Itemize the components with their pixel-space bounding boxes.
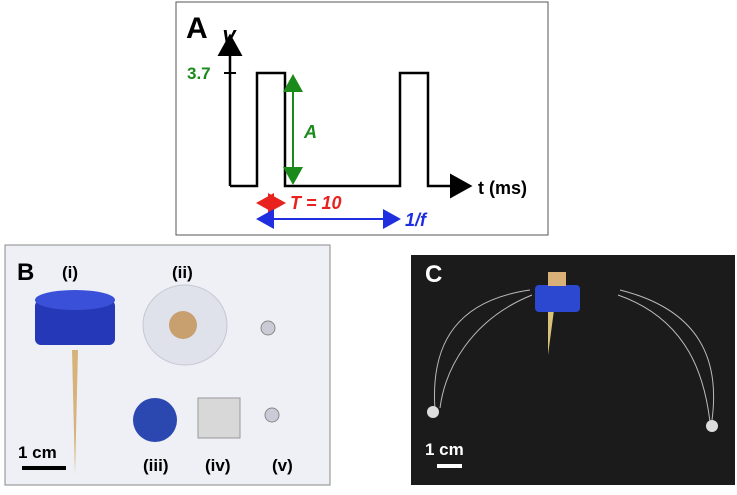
panel-label: B <box>17 259 34 286</box>
scale-label: 1 cm <box>425 440 464 459</box>
photo-b <box>4 244 331 486</box>
panel-b: B (i) (ii) (iii) (iv) (v) 1 cm <box>4 244 331 486</box>
board <box>133 398 177 442</box>
led <box>427 406 439 418</box>
toothpick <box>548 310 554 355</box>
cap-top <box>35 290 115 310</box>
pulse-waveform <box>230 71 473 199</box>
panel-c: C 1 cm <box>411 255 735 485</box>
led <box>264 407 280 423</box>
led <box>260 320 276 336</box>
scale-label: 1 cm <box>18 443 57 462</box>
item-label: (iv) <box>205 456 231 475</box>
wires <box>433 289 715 423</box>
panel-label: C <box>425 261 442 288</box>
item-label: (ii) <box>172 263 193 282</box>
level-label: 3.7 <box>187 64 211 83</box>
led <box>706 420 718 432</box>
y-axis-label: V <box>222 27 237 49</box>
amplitude-label: A <box>303 122 317 142</box>
item-label: (iii) <box>143 456 169 475</box>
period-label: T = 10 <box>290 193 342 213</box>
panel-a: A V 3.7 t (ms) A T = 10 1/f <box>175 1 549 236</box>
cap <box>35 300 115 345</box>
item-label: (i) <box>62 263 78 282</box>
scale-bar <box>437 464 462 468</box>
cork <box>548 272 566 286</box>
frequency-label: 1/f <box>405 210 428 230</box>
item-label: (v) <box>272 456 293 475</box>
cap <box>535 285 580 312</box>
panel-label: A <box>186 12 208 45</box>
cork <box>169 311 197 339</box>
x-axis-label: t (ms) <box>478 178 527 198</box>
battery <box>197 397 241 439</box>
scale-bar <box>22 466 66 470</box>
toothpick <box>72 350 78 475</box>
